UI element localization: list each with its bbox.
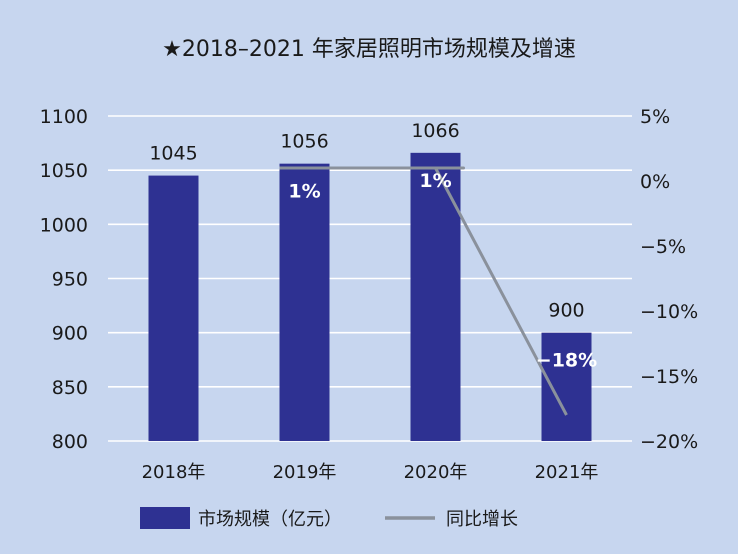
bars-layer — [148, 152, 592, 442]
right-axis-tick-label: 0% — [640, 171, 670, 193]
left-axis-tick-label: 1100 — [40, 106, 88, 128]
legend-label-line: 同比增长 — [446, 509, 518, 530]
chart-title: ★2018–2021 年家居照明市场规模及增速 — [162, 37, 576, 62]
bar-value-label: 1045 — [149, 143, 197, 165]
x-axis-tick-label: 2019年 — [273, 462, 337, 483]
growth-line — [279, 166, 568, 416]
line-layer — [279, 166, 568, 416]
bar-value-label: 900 — [548, 300, 584, 322]
left-axis-tick-label: 900 — [52, 323, 88, 345]
left-axis-tick-label: 950 — [52, 269, 88, 291]
growth-rate-label: 1% — [288, 181, 320, 203]
right-axis: −20% −15% −10% −5% 0% 5% — [640, 106, 698, 453]
x-axis-tick-label: 2020年 — [404, 462, 468, 483]
left-axis-tick-label: 1050 — [40, 160, 88, 182]
right-axis-tick-label: −10% — [640, 301, 698, 323]
right-axis-tick-label: −15% — [640, 366, 698, 388]
x-axis-tick-label: 2018年 — [142, 462, 206, 483]
left-axis-tick-label: 800 — [52, 431, 88, 453]
bar — [541, 332, 592, 441]
growth-rate-label: 1% — [419, 170, 451, 192]
bar-value-label: 1056 — [280, 131, 328, 153]
left-axis-tick-label: 1000 — [40, 214, 88, 236]
bar — [279, 163, 330, 441]
labels-layer: 1045 1056 1066 900 1% 1% −18% — [149, 120, 597, 372]
legend-swatch-bar — [140, 507, 190, 529]
growth-rate-label: −18% — [536, 350, 597, 372]
legend-label-bar: 市场规模（亿元） — [198, 509, 342, 530]
bar-value-label: 1066 — [411, 120, 459, 142]
x-axis-tick-label: 2021年 — [535, 462, 599, 483]
right-axis-tick-label: −20% — [640, 431, 698, 453]
left-axis: 800 850 900 950 1000 1050 1100 — [40, 106, 88, 453]
right-axis-tick-label: 5% — [640, 106, 670, 128]
bar — [148, 175, 199, 442]
bar — [410, 152, 461, 442]
right-axis-tick-label: −5% — [640, 236, 686, 258]
x-axis: 2018年 2019年 2020年 2021年 — [142, 462, 599, 483]
left-axis-tick-label: 850 — [52, 377, 88, 399]
legend: 市场规模（亿元） 同比增长 — [140, 507, 518, 530]
